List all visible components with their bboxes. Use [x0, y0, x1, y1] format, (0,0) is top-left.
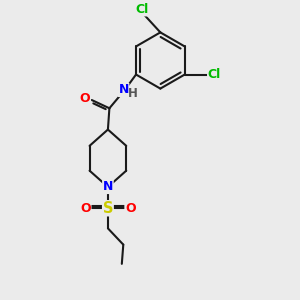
Text: Cl: Cl: [208, 68, 221, 81]
Text: S: S: [103, 201, 113, 216]
Text: H: H: [128, 87, 138, 100]
Text: O: O: [80, 202, 91, 215]
Text: Cl: Cl: [135, 3, 148, 16]
Text: N: N: [118, 83, 129, 96]
Text: O: O: [125, 202, 136, 215]
Text: O: O: [80, 92, 91, 105]
Text: N: N: [103, 180, 113, 194]
